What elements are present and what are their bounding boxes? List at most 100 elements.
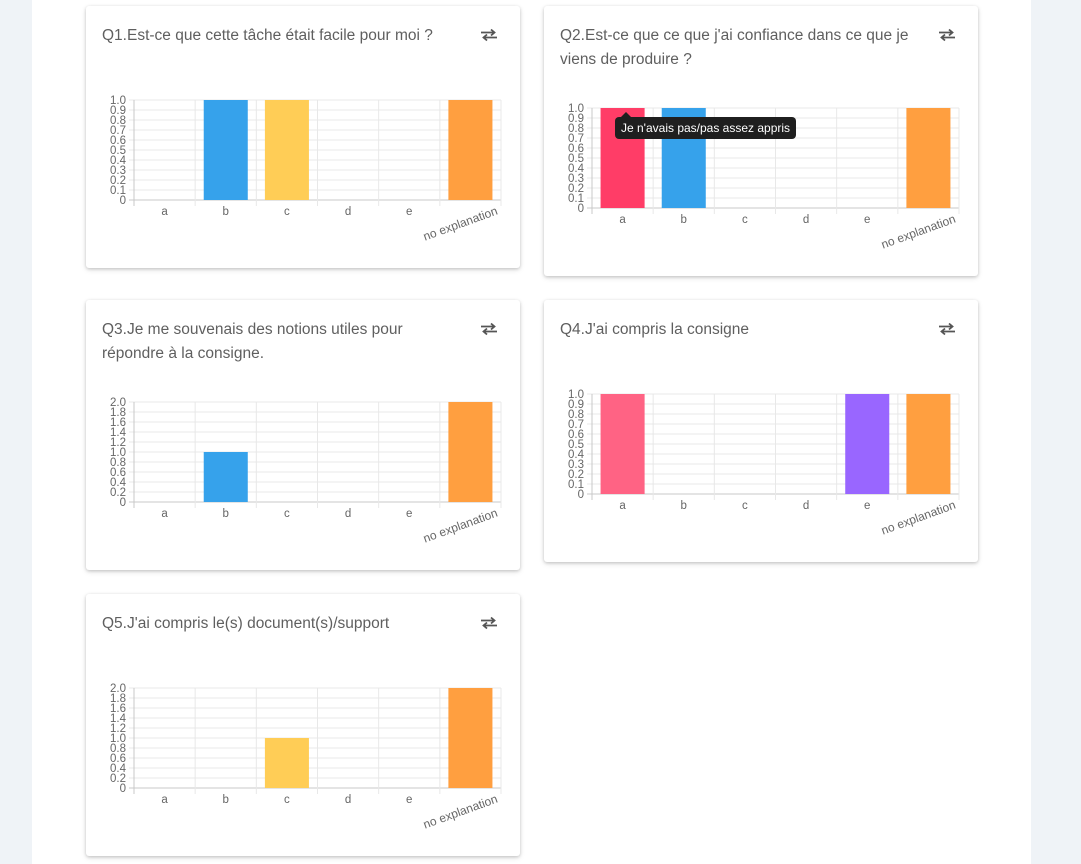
x-tick-label: c [284,206,290,218]
bar-b [203,452,248,502]
chart-title: Q5.J'ai compris le(s) document(s)/suppor… [102,615,390,632]
y-tick-label: 1.8 [110,693,126,705]
x-tick-label: e [406,794,412,806]
y-tick-label: 1.0 [568,103,584,115]
x-tick-label: no explanation [421,506,499,546]
bar-e [845,394,890,494]
bar-no-explanation [448,688,493,788]
y-tick-label: 0.4 [568,163,585,175]
y-tick-label: 0.2 [568,183,584,195]
y-tick-label: 0.8 [110,743,126,755]
y-tick-label: 1.6 [110,703,126,715]
chart-title: Q2.Est-ce que ce que j'ai confiance dans… [560,27,909,68]
bar-chart: 00.10.20.30.40.50.60.70.80.91.0 a b c d e no e… [568,103,960,252]
bar-chart: 00.10.20.30.40.50.60.70.80.91.0 a b c d e no e… [568,389,960,538]
bar-a [600,394,645,494]
y-tick-label: 0.3 [568,459,584,471]
chart-card-q2: Q2.Est-ce que ce que j'ai confiance dans… [544,6,978,276]
chart-card-q5: Q5.J'ai compris le(s) document(s)/suppor… [86,594,520,856]
y-tick-label: 0.1 [568,479,584,491]
x-tick-label: c [742,214,748,226]
x-tick-label: d [345,508,351,520]
bar-b [203,100,248,200]
y-tick-label: 1.6 [110,417,126,429]
x-tick-label: c [284,508,290,520]
x-tick-label: a [161,508,168,520]
y-tick-label: 1.2 [110,723,126,735]
y-tick-label: 0.2 [110,773,126,785]
x-tick-label: b [223,508,229,520]
x-tick-label: no explanation [421,792,499,832]
y-tick-label: 0.8 [110,457,126,469]
y-tick-label: 0 [578,489,584,501]
y-tick-label: 0 [120,783,126,795]
x-tick-label: no explanation [879,212,957,252]
y-tick-label: 0 [578,203,584,215]
bar-c [264,738,309,788]
y-tick-label: 1.4 [110,427,127,439]
y-tick-label: 0.2 [110,487,126,499]
bar-c [264,100,309,200]
y-tick-label: 0.6 [110,753,126,765]
x-tick-label: b [681,214,687,226]
y-tick-label: 0.9 [568,113,584,125]
x-tick-label: e [864,214,870,226]
y-tick-label: 0.7 [568,133,584,145]
x-tick-label: a [619,214,626,226]
y-tick-label: 0.4 [568,449,585,461]
y-tick-label: 0.4 [110,763,127,775]
chart-card-q3: Q3.Je me souvenais des notions utiles po… [86,300,520,570]
x-tick-label: e [864,500,870,512]
y-tick-label: 0.3 [568,173,584,185]
y-tick-label: 0.8 [568,409,584,421]
bar-chart: 00.10.20.30.40.50.60.70.80.91.0 a b c d e no e… [110,95,502,244]
y-tick-label: 0.2 [110,175,126,187]
chart-title: Q4.J'ai compris la consigne [560,321,750,338]
y-tick-label: 0.8 [110,115,126,127]
y-tick-label: 0.5 [568,439,584,451]
y-tick-label: 1.8 [110,407,126,419]
x-tick-label: c [284,794,290,806]
x-tick-label: b [681,500,687,512]
swap-horizontal-icon[interactable] [938,322,956,336]
bar-no-explanation [448,100,493,200]
chart-card-q1: Q1.Est-ce que cette tâche était facile p… [86,6,520,268]
x-tick-label: a [161,794,168,806]
y-tick-label: 0.5 [110,145,126,157]
y-tick-label: 0.2 [568,469,584,481]
y-tick-label: 0.4 [110,155,127,167]
y-tick-label: 1.2 [110,437,126,449]
y-tick-label: 0.7 [568,419,584,431]
y-tick-label: 1.0 [110,733,126,745]
y-tick-label: 0.5 [568,153,584,165]
y-tick-label: 0.6 [110,467,126,479]
y-tick-label: 0.6 [110,135,126,147]
bar-no-explanation [448,402,493,502]
y-tick-label: 1.0 [568,389,584,401]
x-tick-label: a [161,206,168,218]
swap-horizontal-icon[interactable] [480,28,498,42]
x-tick-label: d [803,500,809,512]
bar-chart: 00.20.40.60.81.01.21.41.61.82.0 a b c d e no e… [110,397,502,546]
chart-title: Q3.Je me souvenais des notions utiles po… [102,321,403,362]
y-tick-label: 1.0 [110,447,126,459]
y-tick-label: 0.6 [568,429,584,441]
y-tick-label: 1.4 [110,713,127,725]
y-tick-label: 0.3 [110,165,126,177]
x-tick-label: no explanation [421,204,499,244]
y-tick-label: 0.1 [568,193,584,205]
x-tick-label: d [803,214,809,226]
y-tick-label: 0.4 [110,477,127,489]
swap-horizontal-icon[interactable] [480,616,498,630]
y-tick-label: 0 [120,497,126,509]
swap-horizontal-icon[interactable] [938,28,956,42]
y-tick-label: 2.0 [110,683,126,695]
y-tick-label: 1.0 [110,95,126,107]
x-tick-label: d [345,206,351,218]
swap-horizontal-icon[interactable] [480,322,498,336]
x-tick-label: no explanation [879,498,957,538]
y-tick-label: 2.0 [110,397,126,409]
x-tick-label: d [345,794,351,806]
y-tick-label: 0 [120,195,126,207]
bar-no-explanation [906,394,951,494]
